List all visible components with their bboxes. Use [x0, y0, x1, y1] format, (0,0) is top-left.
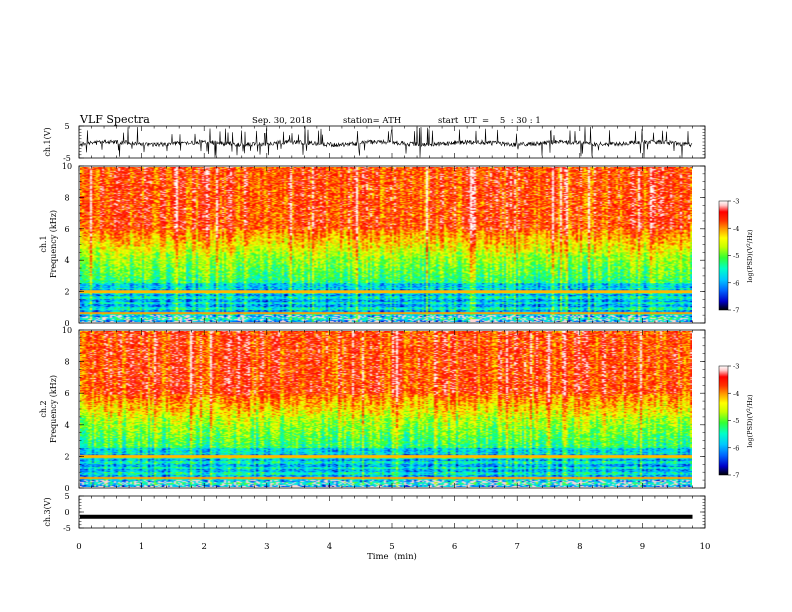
- x-tick-label: 6: [452, 542, 457, 552]
- ch1-waveform-trace: [79, 126, 693, 158]
- x-tick-label: 2: [201, 542, 206, 552]
- ch2-spectrogram-ylabel-line1: ch.2: [39, 400, 48, 417]
- ch2-colorbar: [718, 365, 729, 476]
- colorbar-ticks-group: -3 -4 -5 -6 -7 -3 -4 -5 -6 -7: [728, 198, 739, 480]
- colorbar-tick-label: -7: [733, 472, 739, 480]
- colorbar-tick-label: -5: [733, 252, 739, 260]
- x-tick-label: 3: [264, 542, 269, 552]
- x-tick-label: 8: [577, 542, 582, 552]
- figure-station: station= ATH: [343, 116, 401, 126]
- y-tick-label: 10: [62, 326, 72, 335]
- x-tick-label: 1: [139, 542, 144, 552]
- y-tick-label: 8: [64, 358, 69, 367]
- x-tick-label: 4: [327, 542, 332, 552]
- x-tick-label: 9: [640, 542, 645, 552]
- y-tick-label: 10: [62, 162, 72, 171]
- y-tick-label: 0: [64, 484, 69, 493]
- y-tick-label: 6: [64, 225, 69, 234]
- x-tick-label: 0: [76, 542, 81, 552]
- ch1-colorbar: [718, 200, 729, 311]
- ch2-spectrogram-image: [80, 331, 692, 487]
- x-tick-label: 7: [514, 542, 519, 552]
- y-tick-label: 4: [64, 256, 69, 265]
- colorbar-tick-label: -5: [733, 417, 739, 425]
- colorbar-tick-label: -6: [733, 279, 739, 287]
- ch1-waveform-ylabel: ch.1(V): [43, 127, 52, 156]
- y-tick-label: 0: [64, 319, 69, 328]
- x-tick-label: 5: [389, 542, 394, 552]
- ch1-spectrogram-ylabel-line1: ch.1: [39, 235, 48, 252]
- ch1-colorbar-label: log(PSD)(V2/Hz): [746, 229, 755, 283]
- figure-start-ut: start UT = 5 : 30 : 1: [438, 116, 541, 126]
- y-tick-label: -5: [63, 524, 71, 533]
- y-tick-label: 8: [64, 193, 69, 202]
- ch2-colorbar-label: log(PSD)(V2/Hz): [746, 394, 755, 448]
- ch3-waveform-ylabel: ch.3(V): [43, 497, 52, 526]
- colorbar-tick-label: -3: [733, 363, 739, 371]
- colorbar-tick-label: -3: [733, 198, 739, 206]
- colorbar-tick-label: -4: [733, 390, 739, 398]
- x-axis-label: Time (min): [367, 551, 417, 562]
- y-tick-label: 2: [64, 288, 69, 297]
- figure-title: VLF Spectra: [79, 113, 150, 126]
- y-tick-label: 6: [64, 389, 69, 398]
- colorbar-tick-label: -6: [733, 444, 739, 452]
- ch2-spectrogram-ylabel-line2: Frequency (kHz): [49, 375, 58, 443]
- y-tick-label: -5: [63, 154, 71, 163]
- y-tick-label: 0: [64, 508, 69, 517]
- colorbar-tick-label: -7: [733, 307, 739, 315]
- x-tick-label: 10: [700, 542, 711, 552]
- figure-date: Sep. 30, 2018: [252, 116, 312, 126]
- colorbar-tick-label: -4: [733, 225, 739, 233]
- ch1-spectrogram-ylabel-line2: Frequency (kHz): [49, 210, 58, 278]
- y-tick-label: 2: [64, 452, 69, 461]
- y-tick-label: 5: [64, 122, 69, 131]
- y-tick-label: 4: [64, 421, 69, 430]
- y-tick-label: 5: [64, 492, 69, 501]
- ch1-spectrogram-image: [80, 167, 692, 322]
